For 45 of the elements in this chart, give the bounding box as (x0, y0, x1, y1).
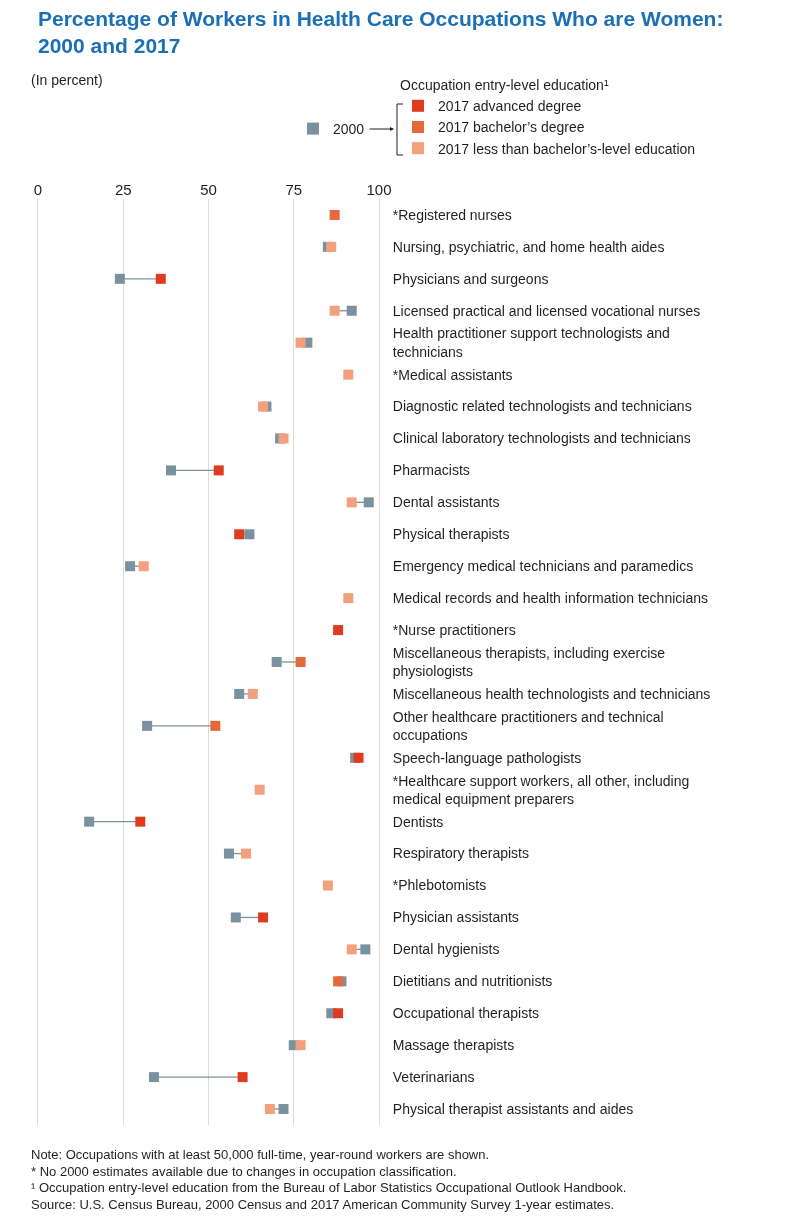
y-tick-label: Dentists (392, 813, 444, 830)
y-tick-label: Speech-language pathologists (392, 749, 582, 766)
legend-title: Occupation entry-level education¹ (400, 77, 609, 94)
y-tick-label: Dietitians and nutritionists (392, 973, 553, 990)
y-tick-label: Medical records and health information technicians (392, 590, 708, 607)
y-tick-label: Physician assistants (392, 909, 519, 926)
text: * No 2000 estimates available due to changes in occupation classification. (31, 1164, 457, 1179)
y-tick-label: Dental hygienists (392, 941, 500, 958)
y-tick-label: Other healthcare practitioners and technical occupations (392, 708, 664, 743)
y-tick-label: Respiratory therapists (392, 845, 529, 862)
y-tick-label: Miscellaneous health technologists and technicians (392, 685, 711, 702)
y-tick-label: *Nurse practitioners (392, 621, 516, 638)
text: ¹ Occupation entry-level education from the Bureau of Labor Statistics Occupational Outlook Handbook. (31, 1180, 627, 1195)
y-tick-label: Pharmacists (392, 462, 470, 479)
legend-label: 2017 advanced degree (438, 98, 582, 115)
y-tick-label: Emergency medical technicians and paramedics (392, 558, 694, 575)
y-tick-label: *Medical assistants (392, 366, 513, 383)
x-tick-label: 50 (200, 181, 217, 198)
x-tick-label: 25 (114, 181, 132, 198)
y-tick-label: Clinical laboratory technologists and technicians (392, 430, 691, 447)
chart-title: Percentage of Workers in Health Care Occupations Who are Women: 2000 and 2017 (38, 7, 724, 58)
y-tick-label: Diagnostic related technologists and technicians (392, 398, 692, 415)
y-tick-label: Occupational therapists (392, 1005, 540, 1022)
y-tick-label: Miscellaneous therapists, including exercise physiologists (392, 644, 666, 679)
source-note: Source: U.S. Census Bureau, 2000 Census and 2017 American Community Survey 1-year estimates. (31, 1197, 615, 1212)
y-tick-label: Massage therapists (392, 1037, 515, 1054)
y-tick-label: *Registered nurses (392, 206, 512, 223)
y-tick-label: Physicians and surgeons (392, 270, 549, 287)
y-tick-label: *Phlebotomists (392, 877, 487, 894)
y-tick-label: Nursing, psychiatric, and home health aides (392, 238, 665, 255)
x-tick-label: 0 (33, 181, 43, 198)
y-tick-label: Veterinarians (392, 1069, 475, 1085)
y-tick-label: Dental assistants (392, 494, 500, 511)
chart-subtitle: (In percent) (31, 72, 103, 88)
y-tick-label: *Healthcare support workers, all other, including medical equipment preparers (392, 772, 690, 807)
legend-label: 2017 bachelor’s degree (438, 119, 585, 136)
y-tick-label: Licensed practical and licensed vocational nurses (392, 302, 701, 319)
y-tick-label: Physical therapists (392, 526, 510, 543)
x-tick-label: 75 (285, 181, 303, 198)
legend-label: 2000 (333, 121, 365, 138)
y-tick-label: Health practitioner support technologists and technicians (392, 325, 670, 360)
text: Note: Occupations with at least 50,000 full-time, year-round workers are shown. (31, 1147, 490, 1162)
x-tick-label: 100 (366, 181, 392, 198)
legend-label: 2017 less than bachelor’s-level education (438, 140, 696, 157)
y-tick-label: Physical therapist assistants and aides (392, 1100, 634, 1117)
